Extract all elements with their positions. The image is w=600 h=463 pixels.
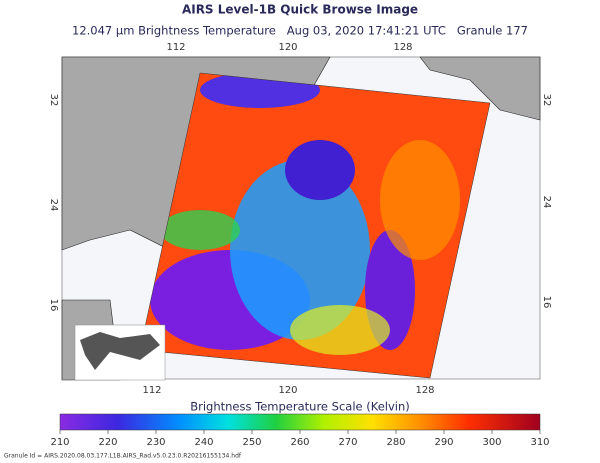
title: AIRS Level-1B Quick Browse Image [182, 3, 418, 17]
lat-label: 24 [541, 196, 552, 209]
lat-label: 32 [48, 94, 59, 107]
colorbar-tick-label: 230 [146, 437, 165, 448]
colorbar-tick-label: 260 [290, 437, 309, 448]
lon-label: 128 [415, 385, 434, 396]
lon-label: 120 [278, 42, 297, 53]
colorbar-tick-label: 210 [50, 437, 69, 448]
colorbar-tick-label: 310 [530, 437, 549, 448]
colorbar-tick-label: 240 [194, 437, 213, 448]
lon-label: 120 [278, 385, 297, 396]
map: 112 120 128 112 120 128 32 24 16 32 24 1… [48, 42, 552, 396]
lat-label: 32 [541, 94, 552, 107]
colorbar-tick-label: 270 [338, 437, 357, 448]
lon-label: 112 [166, 42, 185, 53]
lat-label: 16 [541, 296, 552, 309]
colorbar-tick-label: 250 [242, 437, 261, 448]
lon-label: 128 [393, 42, 412, 53]
subtitle: 12.047 µm Brightness Temperature Aug 03,… [72, 24, 528, 38]
lat-label: 16 [48, 299, 59, 312]
colorbar [59, 413, 541, 431]
footer: Granule Id = AIRS.2020.08.03.177.L1B.AIR… [4, 453, 242, 460]
colorbar-tick-label: 300 [482, 437, 501, 448]
lat-label: 24 [48, 199, 59, 212]
colorbar-tick-label: 290 [434, 437, 453, 448]
colorbar-tick-label: 280 [386, 437, 405, 448]
colorbar-tick-label: 220 [98, 437, 117, 448]
colorbar-title: Brightness Temperature Scale (Kelvin) [190, 400, 410, 414]
lon-label: 112 [142, 385, 161, 396]
